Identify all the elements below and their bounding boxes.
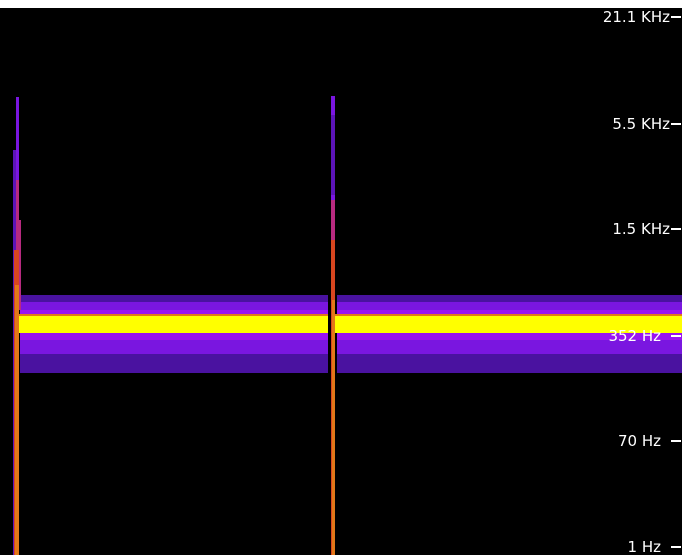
transient-segment xyxy=(19,220,21,310)
frequency-tick-label: 1.5 KHz xyxy=(612,220,670,238)
tone-band-peak xyxy=(333,316,682,333)
transient-segment xyxy=(331,200,335,260)
frequency-tick-label: 1 Hz xyxy=(628,538,662,555)
transient-segment xyxy=(15,285,19,555)
transient-segment xyxy=(331,115,335,195)
tone-band-peak xyxy=(15,316,328,333)
tone-band-left xyxy=(15,295,328,373)
tone-band-right xyxy=(333,295,682,373)
frequency-tick-label: 70 Hz xyxy=(618,432,661,450)
frequency-tick-label: 21.1 KHz xyxy=(603,8,670,26)
frequency-axis: 21.1 KHz 5.5 KHz 1.5 KHz 352 Hz 70 Hz 1 … xyxy=(603,8,681,555)
frequency-tick-label: 5.5 KHz xyxy=(612,115,670,133)
transient-segment xyxy=(332,300,335,555)
frequency-tick-label: 352 Hz xyxy=(608,327,661,345)
transient-line-2 xyxy=(331,96,335,555)
transient-line-1 xyxy=(13,97,21,555)
window-top-strip xyxy=(0,0,682,8)
spectrogram-background xyxy=(0,8,682,555)
